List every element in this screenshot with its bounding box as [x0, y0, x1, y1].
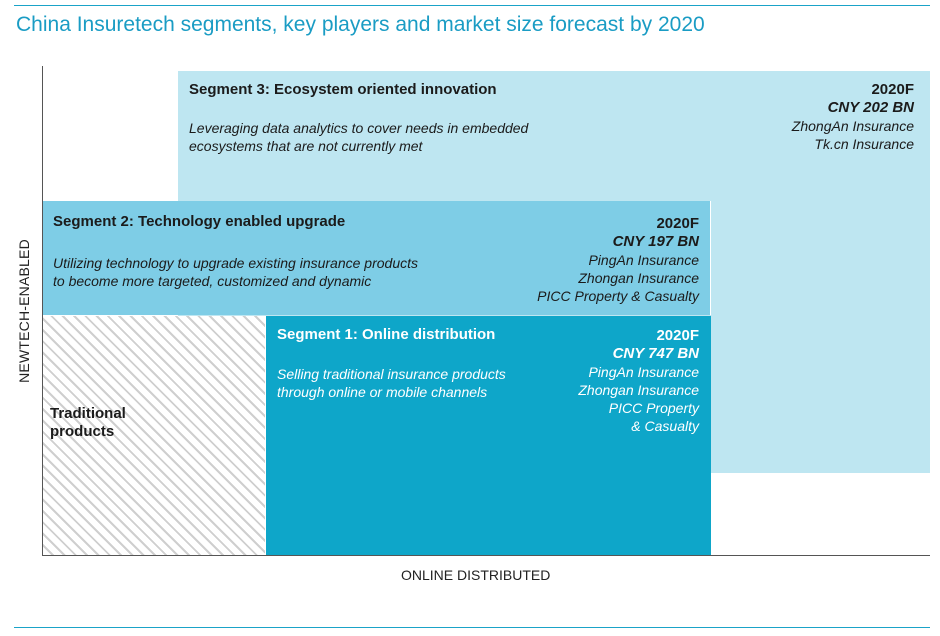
- traditional-products-label-line: products: [50, 423, 115, 440]
- x-axis-line: [42, 555, 930, 556]
- bottom-rule: [14, 627, 930, 628]
- segment-3-market-size: CNY 202 BN: [827, 99, 914, 116]
- y-axis-line: [42, 66, 43, 556]
- segment-1-market-size: CNY 747 BN: [612, 345, 699, 362]
- segment-3-forecast: 2020F CNY 202 BN ZhongAn Insurance Tk.cn…: [792, 81, 914, 153]
- segment-1-description: Selling traditional insurance products t…: [277, 365, 506, 401]
- page-title: China Insuretech segments, key players a…: [16, 13, 705, 36]
- y-axis-label: NEWTECH-ENABLED: [16, 239, 32, 383]
- segment-1-forecast: 2020F CNY 747 BN PingAn Insurance Zhonga…: [578, 327, 699, 435]
- top-rule: [14, 5, 930, 6]
- segment-3-description-line: Leveraging data analytics to cover needs…: [189, 120, 529, 136]
- segment-2-heading: Segment 2: Technology enabled upgrade: [53, 213, 346, 230]
- segment-2-description-line: Utilizing technology to upgrade existing…: [53, 255, 418, 271]
- segment-2-forecast: 2020F CNY 197 BN PingAn Insurance Zhonga…: [537, 215, 699, 305]
- segment-3-description-line: ecosystems that are not currently met: [189, 138, 423, 154]
- segment-1-box: [266, 316, 711, 555]
- segment-2-forecast-year: 2020F: [656, 215, 699, 232]
- segment-1-description-line: Selling traditional insurance products: [277, 366, 506, 382]
- segment-1-player: & Casualty: [631, 418, 699, 434]
- segment-3-forecast-year: 2020F: [871, 81, 914, 98]
- segment-2-description-line: to become more targeted, customized and …: [53, 273, 372, 289]
- segment-1-player: PICC Property: [608, 400, 699, 416]
- segment-2-market-size: CNY 197 BN: [612, 233, 699, 250]
- segment-3-player: ZhongAn Insurance: [791, 118, 914, 134]
- segment-2-player: Zhongan Insurance: [578, 270, 699, 286]
- segment-2-player: PICC Property & Casualty: [537, 288, 699, 304]
- traditional-products-box: [43, 316, 266, 555]
- segment-2-description: Utilizing technology to upgrade existing…: [53, 254, 418, 290]
- segment-1-forecast-year: 2020F: [656, 327, 699, 344]
- segment-3-description: Leveraging data analytics to cover needs…: [189, 119, 528, 155]
- traditional-products-label-line: Traditional: [50, 405, 126, 422]
- x-axis-label: ONLINE DISTRIBUTED: [401, 567, 551, 583]
- segment-1-heading: Segment 1: Online distribution: [277, 326, 496, 343]
- segment-2-player: PingAn Insurance: [588, 252, 699, 268]
- segment-2-box: [43, 201, 711, 315]
- segment-1-player: PingAn Insurance: [588, 364, 699, 380]
- segment-1-description-line: through online or mobile channels: [277, 384, 488, 400]
- segment-3-heading: Segment 3: Ecosystem oriented innovation: [189, 81, 497, 98]
- segment-3-player: Tk.cn Insurance: [814, 136, 914, 152]
- segment-1-player: Zhongan Insurance: [578, 382, 699, 398]
- traditional-products-label: Traditional products: [50, 405, 126, 441]
